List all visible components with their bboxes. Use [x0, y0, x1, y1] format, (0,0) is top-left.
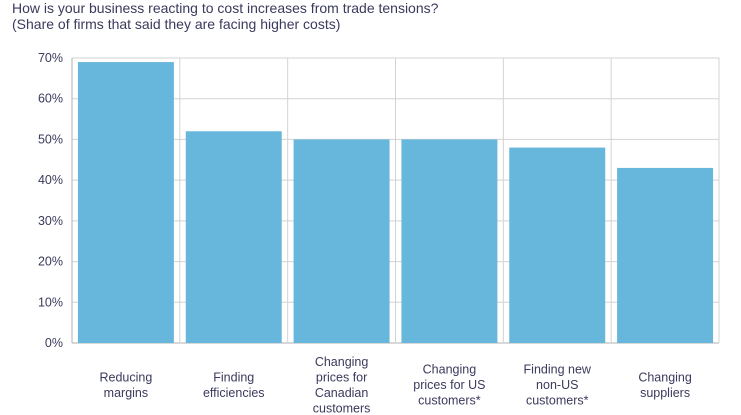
y-tick-label: 60%: [38, 92, 63, 106]
x-category-label: Changing prices for Canadian customers: [313, 355, 371, 415]
x-category-label: Finding efficiencies: [203, 370, 265, 400]
y-tick-label: 50%: [38, 132, 63, 146]
bar: [77, 62, 174, 343]
y-tick-label: 20%: [38, 255, 63, 269]
chart-subtitle: (Share of firms that said they are facin…: [12, 16, 341, 32]
y-tick-label: 10%: [38, 295, 63, 309]
x-axis-category-labels: Reducing margins Finding efficiencies Changi…: [100, 355, 692, 415]
y-tick-label: 30%: [38, 214, 63, 228]
x-category-label: Finding new non-US customers*: [524, 363, 592, 408]
y-tick-label: 70%: [38, 51, 63, 65]
x-category-label: Changing suppliers: [638, 370, 692, 400]
chart-title: How is your business reacting to cost in…: [12, 0, 439, 16]
y-tick-label: 40%: [38, 173, 63, 187]
bar: [293, 139, 390, 343]
bars: [77, 62, 714, 343]
x-category-label: Reducing margins: [100, 370, 153, 400]
bar: [401, 139, 498, 343]
y-tick-label: 0%: [45, 336, 63, 350]
y-axis-tick-labels: 0% 10% 20% 30% 40% 50% 60% 70%: [38, 51, 63, 350]
bar: [185, 131, 282, 343]
bar: [617, 167, 714, 343]
x-category-label: Changing prices for US customers*: [413, 363, 485, 408]
bar: [509, 147, 606, 343]
grid-lines: [71, 57, 720, 344]
